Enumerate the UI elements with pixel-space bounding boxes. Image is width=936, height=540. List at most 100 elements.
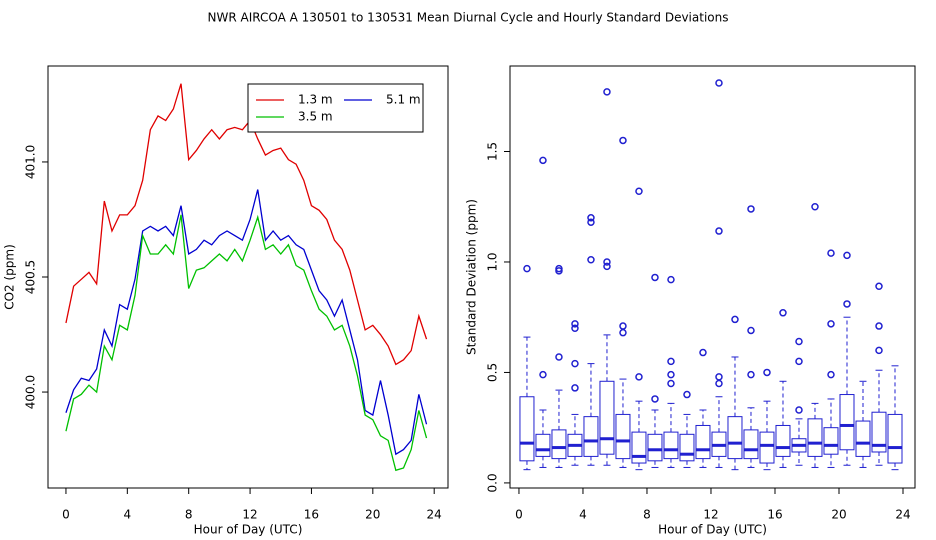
- legend-label: 5.1 m: [386, 93, 421, 107]
- x-tick-label: 16: [304, 508, 319, 522]
- outlier: [795, 406, 803, 414]
- outlier: [571, 320, 579, 328]
- box: [727, 416, 743, 460]
- outlier: [555, 353, 563, 361]
- box: [615, 413, 631, 460]
- outlier: [715, 79, 723, 87]
- box: [839, 394, 855, 451]
- box: [519, 396, 535, 462]
- x-tick-label: 4: [579, 508, 587, 522]
- box: [871, 411, 887, 453]
- data-line: [65, 83, 428, 366]
- outlier: [635, 373, 643, 381]
- legend-box: [247, 83, 424, 133]
- outlier: [523, 264, 531, 273]
- y-tick-label: 400.5: [24, 260, 38, 294]
- x-axis-title: Hour of Day (UTC): [194, 523, 303, 537]
- box: [695, 424, 711, 460]
- x-tick-label: 12: [242, 508, 257, 522]
- box: [631, 431, 647, 464]
- outlier: [619, 136, 627, 145]
- box: [743, 429, 759, 460]
- outlier: [683, 390, 691, 399]
- legend-label: 3.5 m: [298, 110, 333, 124]
- y-tick-label: 0.0: [486, 473, 500, 492]
- outlier: [667, 370, 675, 379]
- box: [647, 433, 663, 462]
- y-axis-title: CO2 (ppm): [3, 244, 17, 310]
- outlier: [747, 205, 755, 213]
- y-tick-label: 1.5: [486, 142, 500, 161]
- box: [759, 431, 775, 464]
- outlier: [571, 384, 579, 392]
- outlier: [603, 258, 611, 266]
- outlier: [635, 187, 643, 196]
- box: [679, 433, 695, 462]
- data-line: [65, 214, 428, 472]
- y-axis-title: Standard Deviation (ppm): [465, 199, 479, 355]
- outlier: [827, 320, 835, 328]
- box: [823, 427, 839, 455]
- y-tick-label: 400.0: [24, 375, 38, 409]
- outlier: [795, 357, 803, 366]
- outlier: [571, 324, 579, 333]
- x-tick-label: 8: [643, 508, 651, 522]
- outlier: [603, 88, 611, 96]
- x-tick-label: 24: [895, 508, 910, 522]
- outlier: [827, 370, 835, 379]
- outlier: [747, 326, 755, 335]
- legend-label: 1.3 m: [298, 93, 333, 107]
- outlier: [827, 249, 835, 257]
- outlier: [779, 309, 787, 317]
- outlier: [571, 359, 579, 368]
- outlier: [587, 214, 595, 222]
- x-tick-label: 8: [185, 508, 193, 522]
- y-tick-label: 0.5: [486, 363, 500, 382]
- outlier: [667, 275, 675, 284]
- outlier: [747, 370, 755, 379]
- box: [663, 431, 679, 460]
- box: [535, 433, 551, 457]
- outlier: [875, 346, 883, 355]
- outlier: [715, 373, 723, 381]
- outlier: [715, 227, 723, 235]
- outlier: [555, 264, 563, 273]
- outlier: [667, 357, 675, 366]
- box: [855, 420, 871, 457]
- outlier: [843, 300, 851, 308]
- box: [775, 424, 791, 457]
- x-tick-label: 4: [124, 508, 132, 522]
- outlier: [539, 370, 547, 379]
- x-tick-label: 20: [365, 508, 380, 522]
- outlier: [667, 379, 675, 388]
- y-tick-label: 1.0: [486, 252, 500, 271]
- figure-title: NWR AIRCOA A 130501 to 130531 Mean Diurn…: [208, 11, 729, 25]
- outlier: [651, 273, 659, 282]
- plot-frame: [509, 65, 916, 489]
- y-tick-label: 401.0: [24, 145, 38, 179]
- x-tick-label: 12: [703, 508, 718, 522]
- box: [887, 413, 903, 464]
- x-tick-label: 0: [515, 508, 523, 522]
- outlier: [651, 395, 659, 403]
- x-tick-label: 24: [427, 508, 442, 522]
- outlier: [875, 282, 883, 291]
- outlier: [875, 322, 883, 330]
- x-tick-label: 0: [62, 508, 70, 522]
- box: [583, 416, 599, 457]
- outlier: [539, 156, 547, 165]
- outlier: [587, 218, 595, 226]
- outlier: [763, 368, 771, 377]
- x-axis-title: Hour of Day (UTC): [658, 523, 767, 537]
- box: [551, 429, 567, 460]
- data-line: [65, 189, 428, 456]
- outlier: [731, 315, 739, 324]
- outlier: [811, 202, 819, 211]
- outlier: [619, 322, 627, 330]
- outlier: [843, 251, 851, 260]
- box: [807, 418, 823, 457]
- outlier: [587, 256, 595, 264]
- outlier: [795, 337, 803, 346]
- box: [599, 380, 615, 455]
